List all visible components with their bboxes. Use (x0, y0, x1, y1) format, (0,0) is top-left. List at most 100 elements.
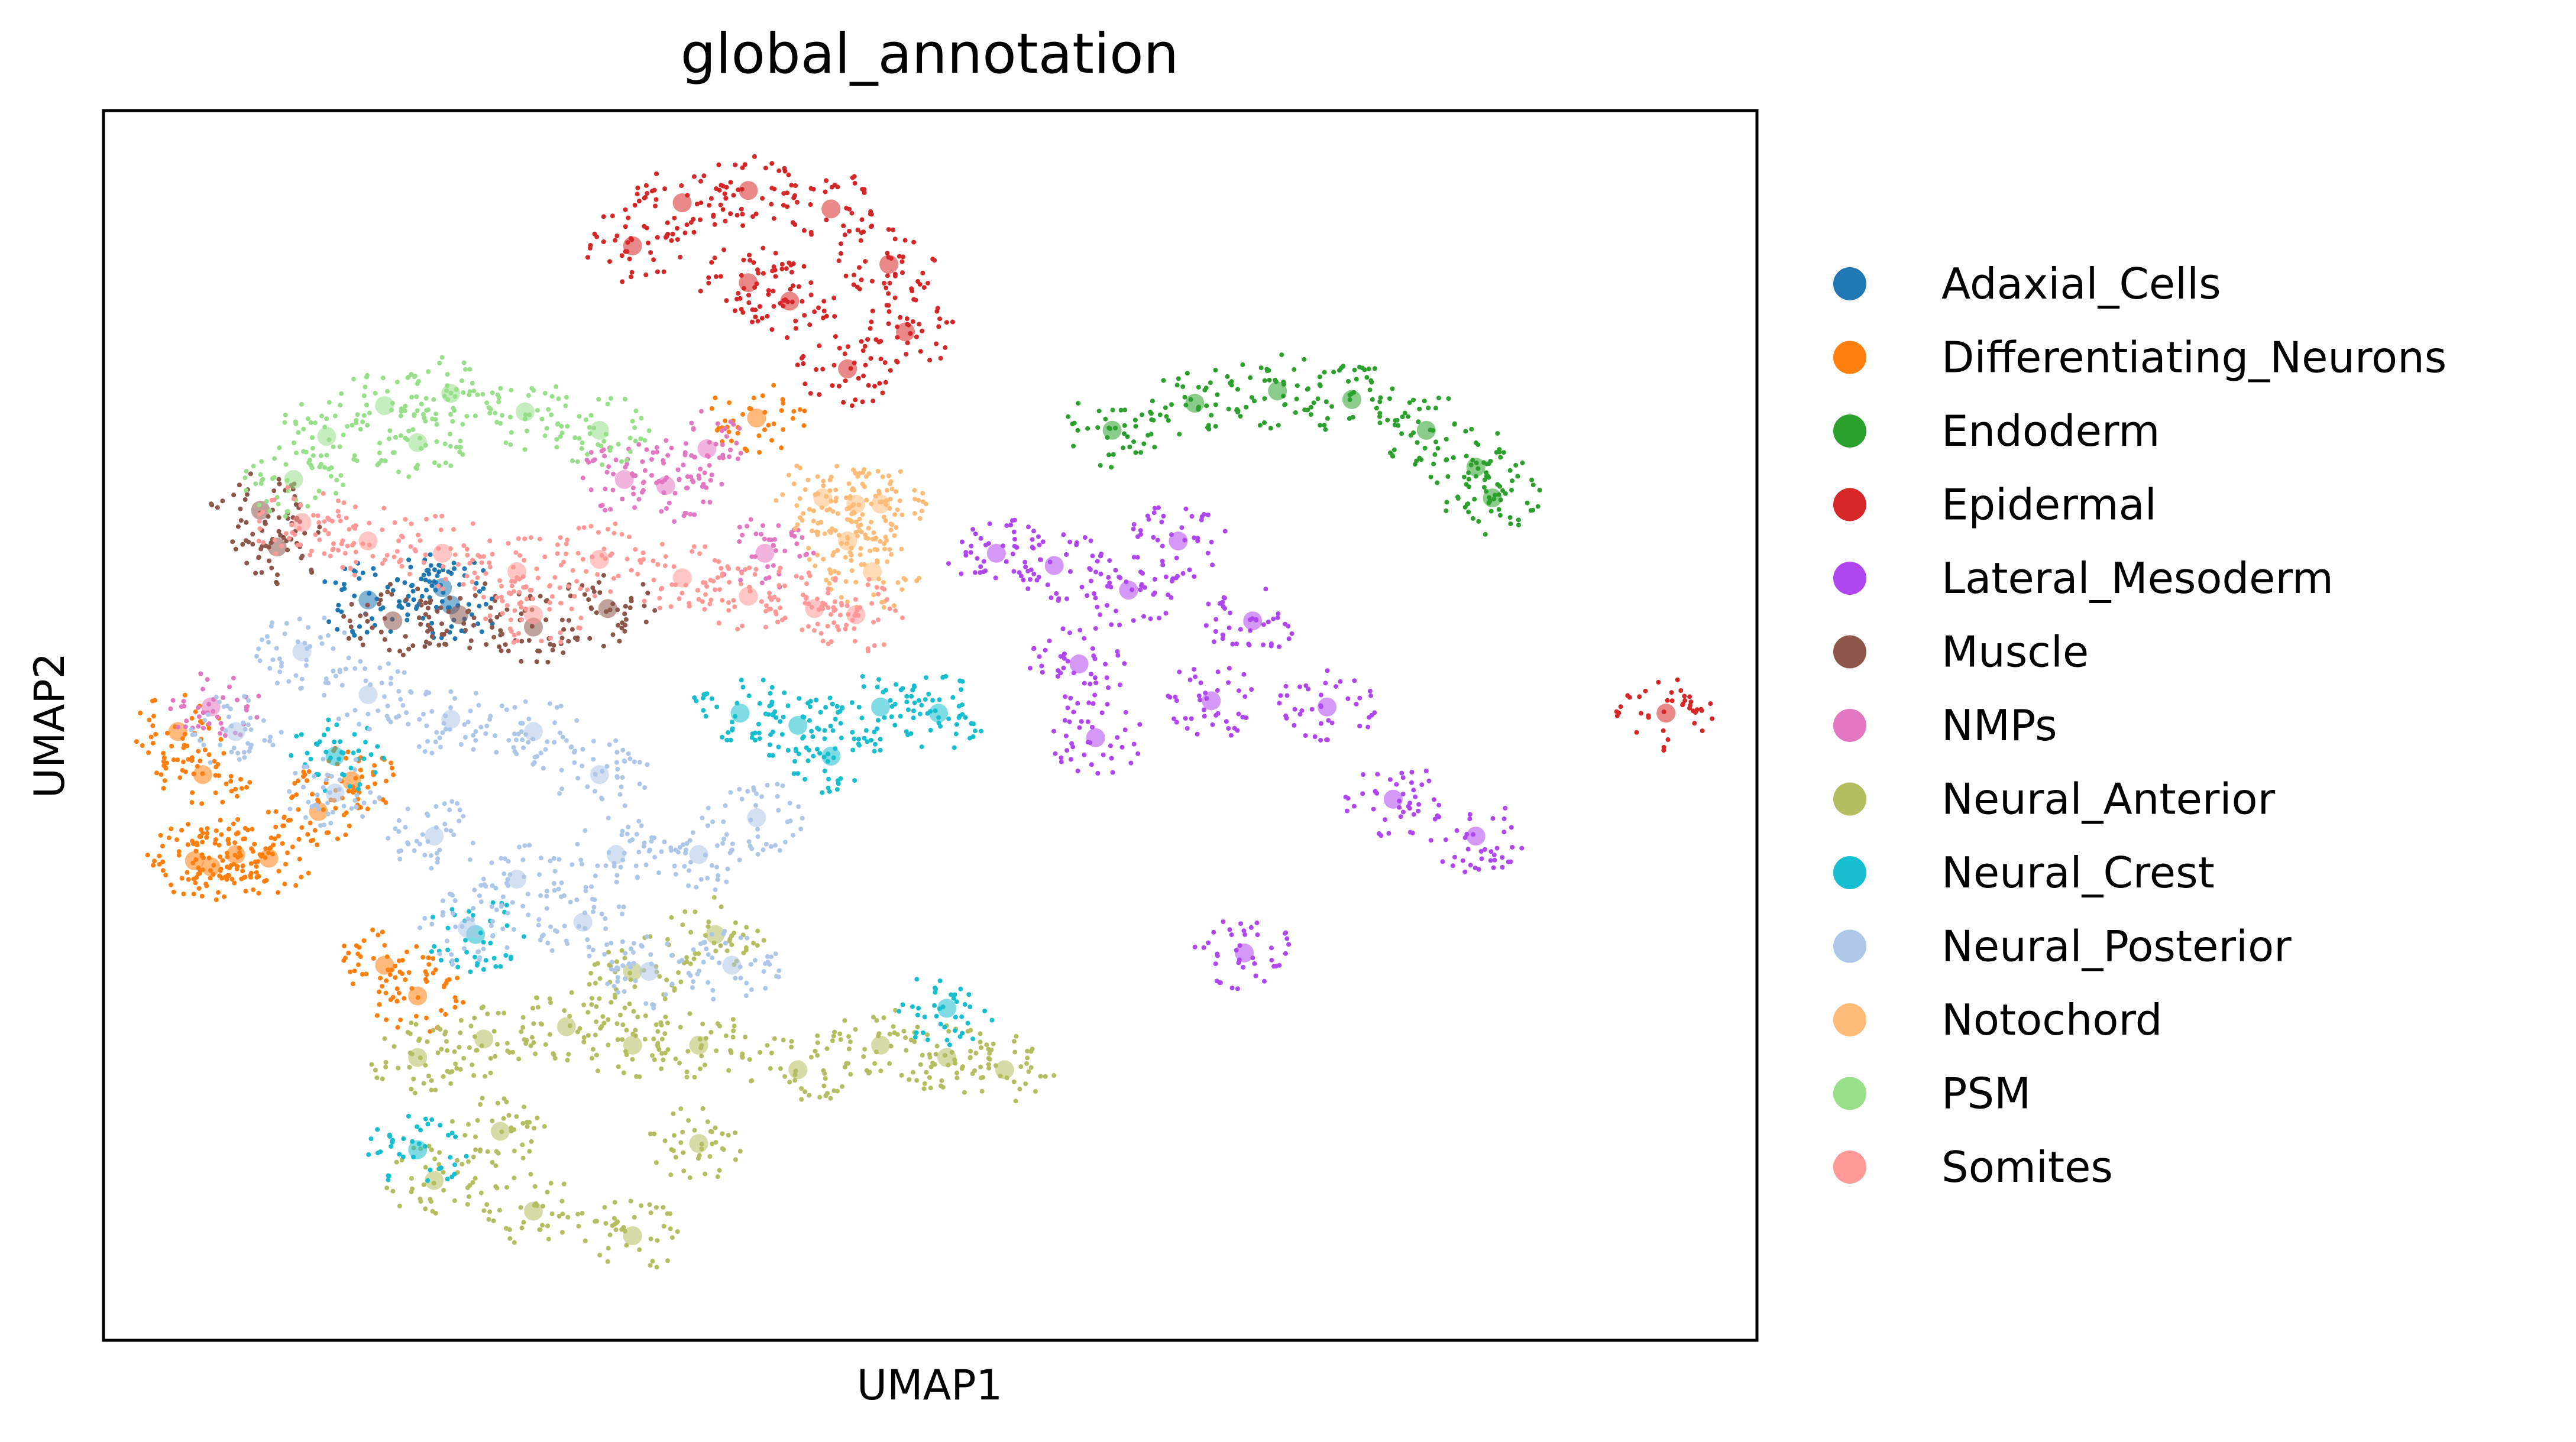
data-point-jitter (839, 541, 844, 546)
data-point-jitter (242, 755, 247, 760)
data-point-jitter (487, 717, 493, 722)
data-point-jitter (1105, 685, 1111, 691)
data-point-jitter (652, 1057, 657, 1062)
data-point-jitter (218, 854, 223, 860)
data-point-jitter (1238, 627, 1243, 632)
data-point-jitter (748, 406, 753, 411)
data-point-jitter (797, 496, 802, 501)
data-point-jitter (244, 469, 249, 474)
data-point-jitter (528, 1043, 533, 1048)
data-point-jitter (718, 202, 723, 208)
data-point-jitter (1151, 592, 1156, 597)
data-point-jitter (607, 448, 613, 453)
data-point-jitter (213, 897, 219, 902)
data-point-jitter (1466, 509, 1471, 514)
data-point-jitter (604, 609, 609, 614)
data-point-jitter (620, 963, 626, 968)
data-point-jitter (753, 315, 758, 320)
data-point-jitter (569, 627, 575, 632)
data-point-jitter (308, 756, 313, 761)
data-point-jitter (671, 564, 677, 569)
data-point-jitter (1276, 423, 1281, 428)
data-point-jitter (636, 199, 642, 203)
data-point-jitter (769, 685, 775, 690)
data-point-jitter (498, 385, 503, 391)
data-point-jitter (439, 958, 444, 963)
data-point-jitter (747, 585, 752, 589)
data-point-jitter (438, 1123, 443, 1128)
data-point-jitter (534, 659, 539, 665)
data-point-jitter (449, 799, 455, 804)
data-point-jitter (869, 501, 874, 507)
data-point-jitter (795, 362, 800, 368)
data-point-jitter (565, 537, 570, 543)
data-point-jitter (704, 453, 710, 458)
data-point-jitter (727, 579, 732, 585)
data-point-jitter (831, 605, 836, 610)
data-point-jitter (878, 339, 884, 344)
data-point-jitter (274, 646, 279, 651)
data-point-jitter (709, 406, 714, 411)
data-point-jitter (587, 636, 593, 641)
data-point-jitter (878, 747, 883, 753)
legend-item: Differentiating_Neurons (1833, 333, 2446, 383)
data-point-jitter (1183, 403, 1189, 408)
data-point-jitter (924, 675, 928, 681)
data-point-jitter (305, 832, 310, 837)
data-point-jitter (1377, 420, 1383, 426)
data-point-jitter (499, 648, 504, 653)
data-point-jitter (1496, 507, 1501, 512)
data-point-jitter (599, 553, 604, 558)
data-point-jitter (559, 894, 564, 899)
data-point-jitter (801, 423, 807, 428)
data-point-jitter (967, 735, 972, 741)
data-point-jitter (808, 699, 813, 704)
data-point-jitter (537, 1227, 542, 1232)
data-point-jitter (724, 879, 729, 884)
data-point-jitter (739, 1054, 745, 1059)
data-point-jitter (519, 605, 524, 610)
data-point-jitter (304, 663, 309, 668)
data-point-jitter (1460, 858, 1465, 863)
data-point-jitter (825, 759, 830, 764)
data-point-jitter (1248, 617, 1253, 623)
data-point-jitter (748, 962, 753, 967)
data-point-jitter (1490, 816, 1496, 821)
data-point-jitter (979, 728, 983, 734)
data-point-jitter (613, 738, 619, 743)
data-point-jitter (1107, 558, 1112, 563)
data-point-jitter (310, 453, 316, 458)
data-point-jitter (224, 877, 229, 882)
data-point-jitter (1360, 365, 1365, 371)
data-point-jitter (1360, 791, 1365, 796)
data-point-jitter (415, 1124, 420, 1129)
data-point-jitter (617, 792, 623, 797)
data-point-jitter (1027, 577, 1033, 582)
data-point-jitter (1444, 458, 1449, 463)
data-point-jitter (912, 511, 917, 516)
data-point-jitter (449, 907, 455, 912)
data-point-jitter (875, 684, 880, 689)
data-point-jitter (521, 585, 526, 590)
data-point-jitter (885, 559, 890, 564)
data-point-jitter (287, 806, 293, 812)
data-point-jitter (685, 1049, 691, 1054)
data-point-jitter (627, 756, 633, 761)
data-point-jitter (1476, 867, 1481, 872)
data-point-jitter (1209, 413, 1214, 418)
data-point-jitter (928, 728, 933, 733)
data-point-jitter (677, 596, 682, 601)
data-point-jitter (551, 881, 556, 886)
data-point-jitter (872, 741, 878, 747)
data-point-jitter (1109, 622, 1114, 627)
data-point-jitter (850, 175, 855, 180)
data-point-jitter (435, 856, 441, 861)
data-point-jitter (821, 483, 826, 488)
data-point-jitter (609, 1000, 614, 1005)
data-point-jitter (882, 546, 887, 552)
data-point-jitter (297, 526, 302, 531)
data-point (730, 704, 750, 723)
data-point-jitter (872, 748, 877, 754)
data-point-jitter (237, 757, 242, 762)
data-point (863, 562, 882, 581)
